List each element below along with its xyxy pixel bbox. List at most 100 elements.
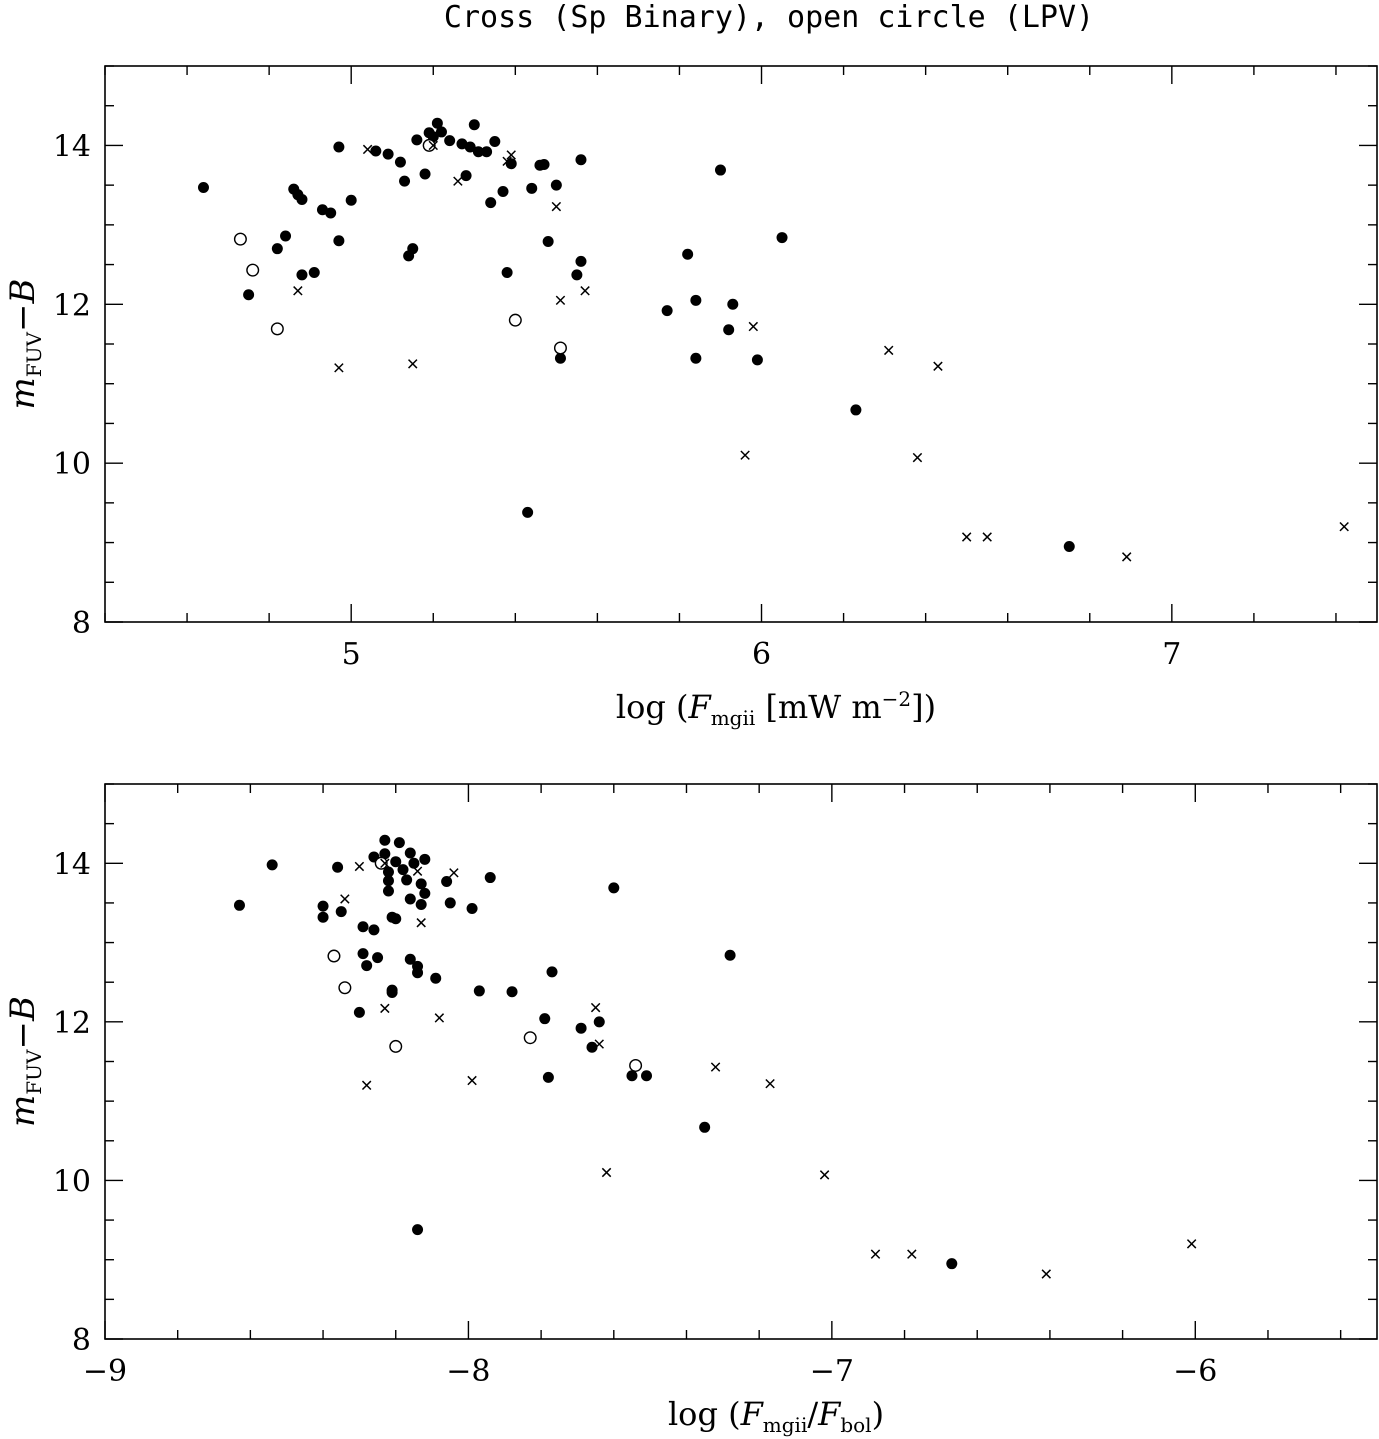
filled-circle-point (550, 179, 562, 191)
filled-circle-point (466, 902, 478, 914)
filled-circle-point (690, 352, 702, 364)
y-tick-label: 8 (72, 1323, 91, 1358)
filled-circle-point (484, 872, 496, 884)
open-circle-point (374, 856, 388, 870)
y-tick-label: 14 (53, 847, 91, 882)
filled-circle-point (776, 232, 788, 244)
filled-circle-point (382, 885, 394, 897)
plot-frame (104, 65, 1378, 623)
filled-circle-point (506, 986, 518, 998)
filled-circle-point (390, 856, 402, 868)
y-tick-label: 12 (53, 1006, 91, 1041)
cross-point (907, 1249, 917, 1259)
cross-point (961, 532, 972, 542)
cross-point (555, 295, 566, 306)
cross-point (380, 1003, 390, 1014)
filled-circle-point (542, 236, 554, 248)
x-tick-label: 5 (342, 637, 361, 672)
filled-circle-point (575, 255, 587, 267)
open-circle-point (246, 263, 260, 277)
filled-circle-point (522, 506, 534, 518)
filled-circle-point (404, 953, 416, 965)
open-circle-point (338, 981, 352, 995)
filled-circle-point (296, 269, 308, 281)
cross-point (416, 918, 426, 928)
open-circle-point (523, 1031, 537, 1045)
cross-point (590, 1002, 601, 1013)
filled-circle-point (415, 878, 427, 890)
cross-point (1041, 1269, 1052, 1279)
cross-point (412, 866, 423, 876)
cross-point (428, 140, 438, 151)
filled-circle-point (325, 207, 337, 219)
plot-frame (104, 783, 1378, 1340)
filled-circle-point (401, 874, 413, 886)
filled-circle-point (370, 145, 382, 157)
filled-circle-point (593, 1016, 605, 1028)
open-circle-point (508, 313, 522, 327)
cross-point (340, 894, 350, 904)
x-axis-label: log (Fmgii/Fbol) (668, 1395, 884, 1437)
cross-point (506, 150, 516, 160)
cross-point (765, 1078, 775, 1089)
filled-circle-point (441, 876, 453, 888)
filled-circle-point (345, 194, 357, 206)
bottom-panel-mgii-bol-ratio: −9 −8 −7 −6 8 10 12 14 log (Fmgii/Fbol) mFUV−B (3, 783, 1378, 1437)
filled-circle-point (317, 900, 329, 912)
filled-circle-point (435, 126, 447, 138)
filled-circle-point (333, 235, 345, 247)
x-tick-label: −6 (1173, 1354, 1217, 1389)
cross-point (982, 532, 992, 542)
cross-point (740, 450, 750, 460)
y-tick-label: 10 (53, 1164, 91, 1199)
y-tick-label: 8 (72, 606, 91, 641)
filled-circle-point (357, 948, 369, 960)
cross-point (551, 201, 562, 212)
filled-circle-point (468, 119, 480, 131)
filled-circle-point (497, 185, 509, 197)
filled-circle-point (571, 269, 583, 281)
filled-circle-point (390, 913, 402, 925)
filled-circle-point (361, 960, 373, 972)
top-panel-mgii-flux: 5 6 7 8 10 12 14 log (Fmgii [mW m−2]) mFUV−B (3, 65, 1378, 730)
filled-circle-point (386, 987, 398, 999)
filled-circle-point (394, 156, 406, 168)
cross-point (362, 144, 373, 155)
open-circle-point (327, 949, 341, 963)
x-axis-label: log (Fmgii [mW m−2]) (616, 687, 936, 730)
y-tick-label: 12 (53, 288, 91, 323)
filled-circle-point (699, 1121, 711, 1133)
filled-circle-point (661, 305, 673, 317)
filled-circle-point (412, 967, 424, 979)
cross-point (912, 452, 923, 463)
filled-circle-point (481, 146, 493, 158)
cross-point (1339, 521, 1349, 532)
filled-circle-point (317, 911, 329, 923)
x-tick-label: 7 (1162, 637, 1181, 672)
filled-circle-point (1063, 541, 1075, 553)
filled-circle-point (419, 853, 431, 865)
filled-circle-point (575, 154, 587, 166)
filled-circle-point (546, 966, 558, 978)
filled-circle-point (554, 352, 566, 364)
filled-circle-point (382, 148, 394, 160)
filled-circle-point (723, 324, 735, 336)
filled-circle-point (430, 972, 442, 984)
filled-circle-point (408, 857, 420, 869)
cross-point (408, 359, 418, 369)
filled-circle-point (431, 117, 443, 129)
filled-circle-point (280, 230, 292, 242)
cross-point (601, 1167, 612, 1178)
y-axis-label: mFUV−B (3, 996, 46, 1127)
filled-circle-point (357, 921, 369, 933)
filled-circle-point (393, 837, 405, 849)
cross-point (354, 861, 365, 872)
filled-circle-point (751, 354, 763, 366)
filled-circle-point (233, 899, 245, 911)
filled-circle-point (575, 1022, 587, 1034)
filled-circle-point (243, 289, 255, 301)
cross-point (1186, 1239, 1197, 1249)
cross-point (293, 286, 303, 296)
filled-circle-point (407, 243, 419, 255)
x-tick-label: −7 (810, 1354, 854, 1389)
